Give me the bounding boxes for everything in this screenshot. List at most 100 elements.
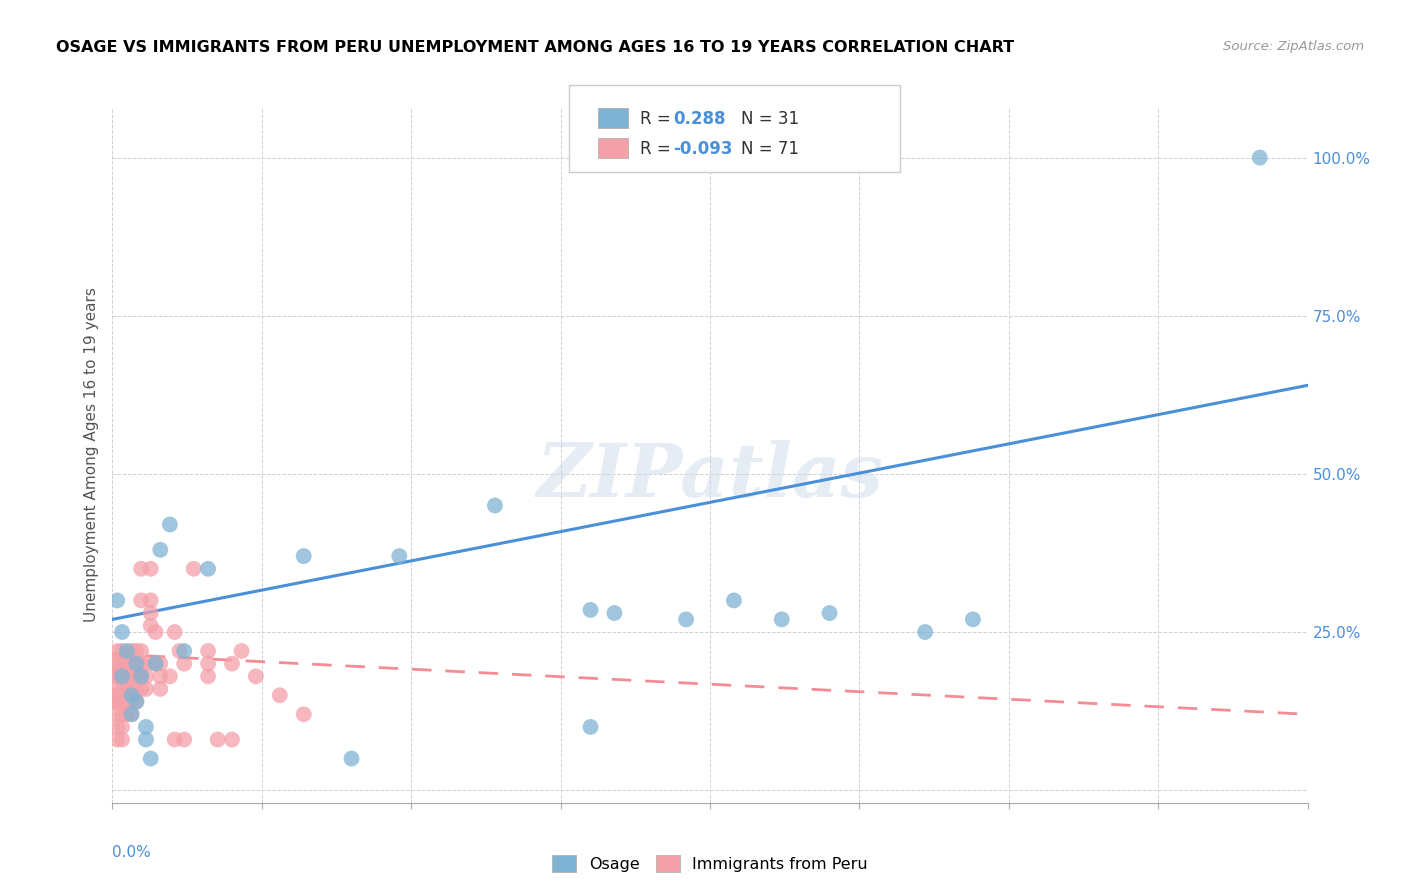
Point bbox=[135, 657, 157, 671]
Point bbox=[129, 669, 152, 683]
Text: N = 31: N = 31 bbox=[741, 110, 799, 128]
Point bbox=[105, 593, 128, 607]
Point bbox=[121, 695, 143, 709]
Point bbox=[105, 669, 128, 683]
Legend: Osage, Immigrants from Peru: Osage, Immigrants from Peru bbox=[546, 849, 875, 879]
Text: OSAGE VS IMMIGRANTS FROM PERU UNEMPLOYMENT AMONG AGES 16 TO 19 YEARS CORRELATION: OSAGE VS IMMIGRANTS FROM PERU UNEMPLOYME… bbox=[56, 40, 1014, 55]
Point bbox=[818, 606, 841, 620]
Y-axis label: Unemployment Among Ages 16 to 19 years: Unemployment Among Ages 16 to 19 years bbox=[83, 287, 98, 623]
Point bbox=[121, 681, 143, 696]
Point bbox=[115, 657, 138, 671]
Point bbox=[105, 644, 128, 658]
Text: R =: R = bbox=[640, 110, 676, 128]
Point bbox=[111, 720, 134, 734]
Point bbox=[129, 593, 152, 607]
Point bbox=[340, 751, 363, 765]
Point bbox=[139, 593, 162, 607]
Point bbox=[111, 625, 134, 640]
Point bbox=[101, 688, 124, 702]
Point bbox=[121, 644, 143, 658]
Point bbox=[149, 669, 172, 683]
Point bbox=[149, 542, 172, 557]
Point bbox=[111, 681, 134, 696]
Point bbox=[292, 707, 315, 722]
Point bbox=[121, 707, 143, 722]
Point bbox=[145, 657, 167, 671]
Point bbox=[139, 562, 162, 576]
Point bbox=[101, 669, 124, 683]
Point bbox=[135, 669, 157, 683]
Point bbox=[105, 657, 128, 671]
Point bbox=[115, 707, 138, 722]
Point bbox=[207, 732, 229, 747]
Point bbox=[101, 695, 124, 709]
Point bbox=[105, 695, 128, 709]
Point bbox=[111, 695, 134, 709]
Point bbox=[135, 732, 157, 747]
Point bbox=[121, 707, 143, 722]
Text: Source: ZipAtlas.com: Source: ZipAtlas.com bbox=[1223, 40, 1364, 54]
Point bbox=[111, 669, 134, 683]
Point bbox=[770, 612, 793, 626]
Point bbox=[105, 732, 128, 747]
Point bbox=[579, 720, 602, 734]
Point bbox=[163, 625, 186, 640]
Point bbox=[197, 644, 219, 658]
Point bbox=[115, 644, 138, 658]
Point bbox=[125, 669, 148, 683]
Point bbox=[129, 644, 152, 658]
Point bbox=[139, 751, 162, 765]
Point bbox=[115, 681, 138, 696]
Point bbox=[269, 688, 291, 702]
Point bbox=[197, 657, 219, 671]
Point bbox=[115, 669, 138, 683]
Point bbox=[135, 681, 157, 696]
Point bbox=[121, 657, 143, 671]
Point bbox=[105, 681, 128, 696]
Point bbox=[111, 669, 134, 683]
Text: N = 71: N = 71 bbox=[741, 140, 799, 158]
Point bbox=[221, 732, 243, 747]
Point bbox=[111, 644, 134, 658]
Point bbox=[579, 603, 602, 617]
Point bbox=[125, 695, 148, 709]
Point bbox=[292, 549, 315, 563]
Point bbox=[129, 562, 152, 576]
Point bbox=[129, 657, 152, 671]
Point bbox=[675, 612, 697, 626]
Point bbox=[173, 644, 195, 658]
Point bbox=[962, 612, 984, 626]
Point bbox=[914, 625, 936, 640]
Point bbox=[603, 606, 626, 620]
Point bbox=[111, 657, 134, 671]
Point bbox=[121, 669, 143, 683]
Point bbox=[245, 669, 267, 683]
Point bbox=[101, 657, 124, 671]
Point bbox=[231, 644, 253, 658]
Point bbox=[105, 707, 128, 722]
Point bbox=[159, 517, 181, 532]
Point bbox=[115, 695, 138, 709]
Point bbox=[139, 618, 162, 632]
Point bbox=[163, 732, 186, 747]
Text: -0.093: -0.093 bbox=[673, 140, 733, 158]
Point bbox=[221, 657, 243, 671]
Point bbox=[159, 669, 181, 683]
Point bbox=[1249, 151, 1271, 165]
Point bbox=[145, 657, 167, 671]
Point bbox=[388, 549, 411, 563]
Point bbox=[197, 562, 219, 576]
Point bbox=[169, 644, 191, 658]
Point bbox=[125, 657, 148, 671]
Point bbox=[125, 644, 148, 658]
Point bbox=[125, 681, 148, 696]
Text: 0.0%: 0.0% bbox=[112, 845, 152, 860]
Point bbox=[139, 606, 162, 620]
Point bbox=[173, 732, 195, 747]
Point bbox=[173, 657, 195, 671]
Text: R =: R = bbox=[640, 140, 676, 158]
Point bbox=[149, 657, 172, 671]
Point bbox=[105, 720, 128, 734]
Point bbox=[149, 681, 172, 696]
Point bbox=[135, 720, 157, 734]
